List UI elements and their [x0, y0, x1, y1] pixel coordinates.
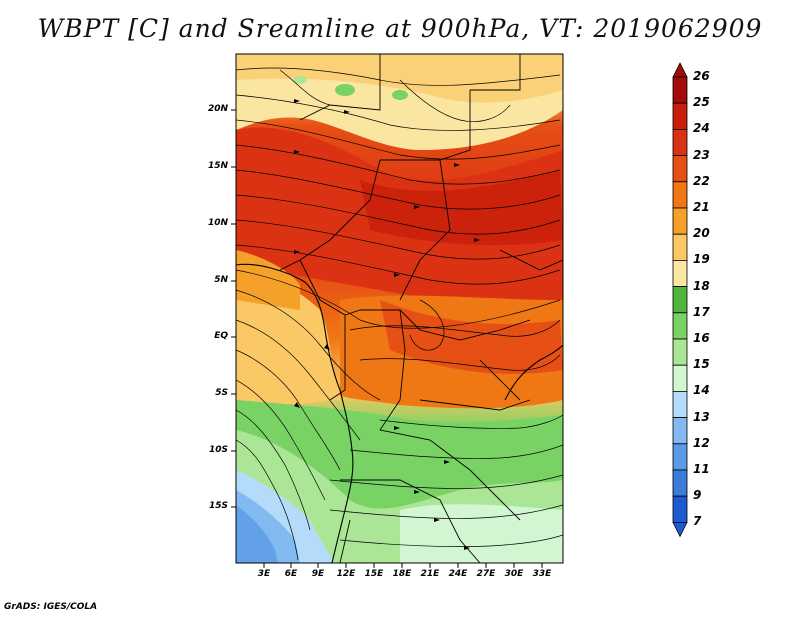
colorbar-swatch [672, 469, 688, 497]
colorbar-label: 16 [693, 331, 710, 345]
wbpt-shaded-field [236, 54, 563, 563]
colorbar-swatch [672, 312, 688, 340]
colorbar-top-arrow [672, 62, 688, 78]
colorbar-label: 15 [693, 357, 710, 372]
colorbar-swatch [672, 390, 688, 418]
colorbar-label: 9 [693, 488, 702, 503]
colorbar-label: 24 [693, 121, 710, 136]
colorbar-swatch [672, 128, 688, 156]
colorbar-label: 20 [693, 226, 710, 241]
colorbar-swatch [672, 443, 688, 471]
lat-label: 5S [215, 388, 228, 398]
colorbar-label: 19 [693, 252, 710, 267]
coastline [236, 263, 354, 563]
colorbar-swatch [672, 364, 688, 392]
colorbar-label: 23 [693, 147, 710, 162]
lon-label: 15E [364, 569, 384, 579]
lat-label: 10S [208, 445, 228, 455]
lat-label: EQ [214, 331, 228, 341]
colorbar-swatch [672, 233, 688, 261]
lat-label: 15N [207, 161, 228, 171]
colorbar-label: 26 [693, 69, 710, 83]
colorbar-label: 25 [693, 95, 710, 110]
lon-label: 30E [504, 569, 524, 579]
lat-label: 20N [207, 104, 228, 114]
lat-label: 15S [208, 501, 228, 511]
lon-label: 12E [336, 569, 356, 579]
lat-ticks [231, 109, 236, 508]
lon-label: 6E [284, 569, 298, 579]
map-frame [235, 53, 564, 564]
colorbar-swatch [672, 286, 688, 314]
country-borders [279, 54, 563, 563]
colorbar-label: 11 [693, 462, 710, 476]
colorbar-swatch [672, 155, 688, 183]
colorbar-swatch [672, 102, 688, 130]
lon-label: 33E [532, 569, 552, 579]
lon-ticks [263, 563, 543, 568]
footer-credit: GrADS: IGES/COLA [4, 602, 98, 612]
chart-title: WBPT [C] and Sreamline at 900hPa, VT: 20… [37, 14, 763, 43]
lon-label: 3E [257, 569, 271, 579]
colorbar-swatch [672, 338, 688, 366]
colorbar-bottom-arrow [672, 522, 688, 538]
lon-label: 24E [448, 569, 468, 579]
colorbar-label: 14 [693, 383, 710, 398]
colorbar-swatch [672, 259, 688, 287]
streamlines [236, 67, 563, 561]
lon-label: 21E [420, 569, 440, 579]
colorbar-label: 22 [693, 173, 710, 188]
lat-label: 5N [214, 275, 228, 285]
colorbar-swatch [672, 495, 688, 523]
colorbar-swatch [672, 181, 688, 209]
lon-label: 27E [476, 569, 496, 579]
colorbar-label: 7 [693, 514, 702, 529]
colorbar-label: 13 [693, 409, 710, 424]
colorbar-label: 12 [693, 435, 710, 450]
colorbar-swatch [672, 76, 688, 104]
colorbar-label: 17 [693, 304, 710, 319]
colorbar-swatch [672, 207, 688, 235]
colorbar-label: 18 [693, 278, 710, 293]
lat-label: 10N [207, 218, 228, 228]
lon-label: 9E [311, 569, 325, 579]
lon-label: 18E [392, 569, 412, 579]
colorbar-label: 21 [693, 200, 710, 214]
colorbar-swatch [672, 417, 688, 445]
colorbar [672, 62, 688, 538]
